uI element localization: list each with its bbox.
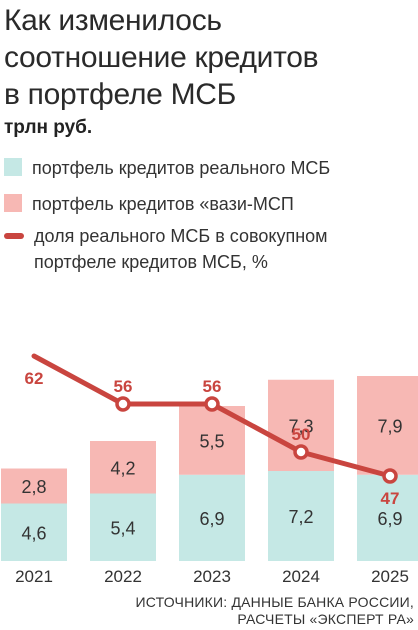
bar-label-quasi-2025: 7,9: [377, 416, 402, 436]
x-tick-2021: 2021: [15, 567, 53, 586]
legend-swatch-share: [4, 233, 24, 239]
bar-label-quasi-2021: 2,8: [21, 477, 46, 497]
bar-real-2021: [1, 503, 67, 561]
bar-quasi-2022: [90, 441, 156, 494]
source-line-1: ИСТОЧНИКИ: ДАННЫЕ БАНКА РОССИИ,: [135, 594, 414, 610]
bar-label-quasi-2023: 5,5: [199, 431, 224, 451]
share-point-2023: [204, 396, 220, 412]
share-label-2025: 47: [381, 489, 400, 508]
share-label-2021: 62: [25, 369, 44, 388]
bar-real-2024: [268, 471, 334, 561]
share-label-2022: 56: [114, 377, 133, 396]
legend-label-share: доля реального МСБ в совокупном портфеле…: [34, 226, 328, 272]
share-point-2025: [382, 468, 398, 484]
legend-item-share: доля реального МСБ в совокупном портфеле…: [4, 223, 404, 275]
chart-subtitle: трлн руб.: [4, 117, 93, 138]
bar-real-2025: [357, 474, 418, 561]
bar-label-quasi-2024: 7,3: [288, 416, 313, 436]
bar-quasi-2025: [357, 376, 418, 475]
bar-label-real-2022: 5,4: [110, 518, 135, 538]
bar-label-real-2021: 4,6: [21, 523, 46, 543]
legend-item-real: портфель кредитов реального МСБ: [4, 155, 402, 181]
share-point-2022: [115, 396, 131, 412]
bar-real-2022: [90, 493, 156, 561]
legend-swatch-real: [4, 158, 22, 176]
share-label-2024: 50: [292, 425, 311, 444]
legend-label-quasi: портфель кредитов «вази-МСП: [32, 194, 294, 214]
legend-item-quasi: портфель кредитов «вази-МСП: [4, 191, 402, 217]
source-note: ИСТОЧНИКИ: ДАННЫЕ БАНКА РОССИИ, РАСЧЕТЫ …: [136, 594, 414, 628]
bar-quasi-2021: [1, 468, 67, 504]
source-line-2: РАСЧЕТЫ «ЭКСПЕРТ РА»: [237, 611, 414, 627]
share-point-2024: [293, 444, 309, 460]
legend-swatch-quasi: [4, 194, 22, 212]
bar-real-2023: [179, 474, 245, 561]
x-tick-2023: 2023: [193, 567, 231, 586]
legend-label-real: портфель кредитов реального МСБ: [32, 158, 331, 178]
bar-label-real-2024: 7,2: [288, 507, 313, 527]
x-tick-2022: 2022: [104, 567, 142, 586]
bar-label-real-2025: 6,9: [377, 509, 402, 529]
chart-title: Как изменилось соотношение кредитов в по…: [4, 4, 319, 111]
share-label-2023: 56: [203, 377, 222, 396]
bar-label-real-2023: 6,9: [199, 509, 224, 529]
chart-plot: 4,6 2,8 2021 5,4 4,2 2022 6,9 5,5 2023 7,2 7,3 2024…: [1, 353, 418, 586]
x-tick-2025: 2025: [371, 567, 409, 586]
x-tick-2024: 2024: [282, 567, 320, 586]
bar-label-quasi-2022: 4,2: [110, 458, 135, 478]
